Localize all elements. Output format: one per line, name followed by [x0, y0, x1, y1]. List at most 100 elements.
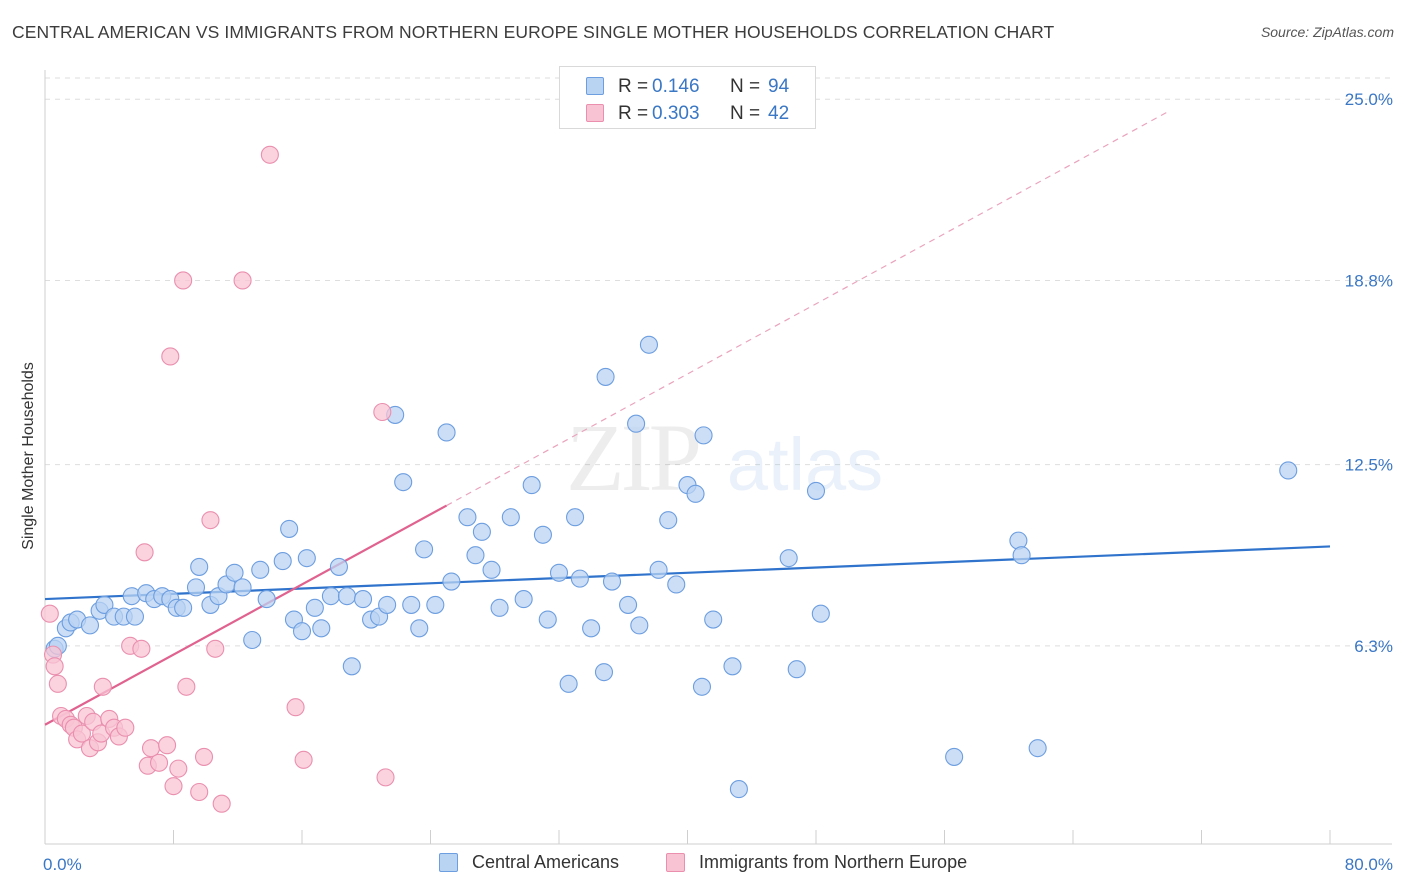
central-americans-point	[402, 595, 421, 614]
central-americans-point	[686, 484, 705, 503]
northern-europe-point	[40, 604, 59, 623]
series-name: Immigrants from Northern Europe	[699, 852, 968, 872]
central-americans-point	[811, 604, 830, 623]
central-americans-point	[251, 560, 270, 579]
chart-source: Source: ZipAtlas.com	[1260, 24, 1394, 40]
central-americans-point	[501, 508, 520, 527]
central-americans-point	[437, 423, 456, 442]
central-americans-point	[627, 414, 646, 433]
northern-europe-point	[294, 750, 313, 769]
chart-title: CENTRAL AMERICAN VS IMMIGRANTS FROM NORT…	[12, 22, 1055, 42]
central-americans-point	[806, 481, 826, 500]
svg-text:atlas: atlas	[727, 423, 883, 506]
central-americans-point	[779, 549, 798, 568]
central-americans-point	[729, 780, 748, 799]
y-tick-label: 12.5%	[1345, 456, 1393, 475]
trend-lines	[44, 110, 1331, 726]
central-americans-point	[945, 747, 964, 766]
watermark: ZIP atlas	[566, 404, 883, 511]
central-americans-point	[472, 522, 491, 541]
central-americans-point	[596, 367, 615, 386]
northern-europe-point	[169, 759, 188, 778]
central-americans-point	[297, 549, 316, 568]
central-americans-point	[619, 595, 638, 614]
legend-n-value: 94	[768, 76, 790, 97]
northern-europe-point	[212, 794, 231, 813]
central-americans-point	[353, 590, 373, 609]
central-americans-point	[257, 590, 276, 609]
northern-europe-trend-extension	[446, 110, 1170, 507]
central-americans-point	[659, 511, 678, 530]
central-americans-point	[190, 557, 209, 576]
legend-n-label: N =	[730, 103, 761, 124]
northern-europe-point	[45, 657, 64, 676]
central-americans-point	[174, 598, 193, 617]
northern-europe-point	[93, 677, 112, 696]
central-americans-point	[426, 595, 445, 614]
northern-europe-point	[135, 543, 154, 562]
y-tick-label: 6.3%	[1354, 637, 1393, 656]
northern-europe-trend-line	[44, 504, 448, 726]
x-tick-label-max: 80.0%	[1345, 855, 1393, 874]
central-americans-point	[639, 335, 659, 354]
x-tick-label-min: 0.0%	[43, 855, 82, 874]
northern-europe-point	[233, 271, 252, 290]
central-americans-point	[305, 598, 324, 617]
legend-swatch-blue	[586, 77, 604, 95]
northern-europe-point	[194, 747, 214, 766]
central-americans-point	[225, 563, 244, 582]
central-americans-point	[522, 476, 541, 495]
central-americans-point	[694, 426, 713, 445]
northern-europe-point	[206, 639, 225, 658]
central-americans-point	[410, 619, 429, 638]
legend-swatch-pink	[586, 104, 604, 122]
grid-lines	[45, 77, 1392, 647]
series-swatch-blue	[439, 853, 458, 872]
legend-n-value: 42	[768, 103, 790, 124]
central-americans-point	[95, 595, 114, 614]
series-name: Central Americans	[472, 852, 620, 872]
central-americans-point	[723, 657, 742, 676]
northern-europe-point	[177, 677, 196, 696]
central-americans-point	[280, 519, 299, 538]
central-americans-point	[186, 578, 206, 597]
northern-europe-point	[48, 674, 67, 693]
central-americans-point	[125, 607, 144, 626]
central-americans-point	[292, 622, 312, 641]
legend-n-label: N =	[730, 76, 761, 97]
central-americans-point	[329, 557, 348, 576]
legend-r-label: R =	[618, 103, 649, 124]
northern-europe-point	[260, 145, 279, 164]
central-americans-point	[602, 572, 622, 591]
central-americans-point	[549, 563, 569, 582]
central-americans-point	[442, 572, 461, 591]
northern-europe-point	[174, 271, 193, 290]
northern-europe-point	[286, 698, 305, 717]
central-americans-trend-line	[44, 545, 1331, 601]
central-americans-point	[80, 616, 100, 635]
northern-europe-point	[376, 768, 395, 787]
y-tick-label: 18.8%	[1345, 271, 1393, 290]
legend-r-value: 0.303	[652, 103, 700, 124]
central-americans-point	[649, 560, 668, 579]
northern-europe-point	[164, 777, 183, 796]
axes	[44, 70, 1392, 845]
central-americans-point	[466, 546, 485, 565]
central-americans-point	[533, 525, 552, 544]
correlation-legend: R = 0.146 N = 94 R = 0.303 N = 42	[559, 66, 816, 129]
central-americans-point	[482, 560, 501, 579]
y-tick-label: 25.0%	[1345, 90, 1393, 109]
northern-europe-point	[132, 639, 151, 658]
legend-r-value: 0.146	[652, 76, 700, 97]
central-americans-point	[1028, 739, 1047, 758]
central-americans-point	[415, 540, 434, 559]
central-americans-point	[1012, 546, 1031, 565]
central-americans-point	[1279, 461, 1298, 480]
central-americans-point	[233, 578, 252, 597]
northern-europe-point	[116, 718, 135, 737]
central-americans-point	[538, 610, 557, 629]
central-americans-point	[559, 674, 578, 693]
central-americans-point	[582, 619, 601, 638]
central-americans-point	[1009, 531, 1028, 550]
